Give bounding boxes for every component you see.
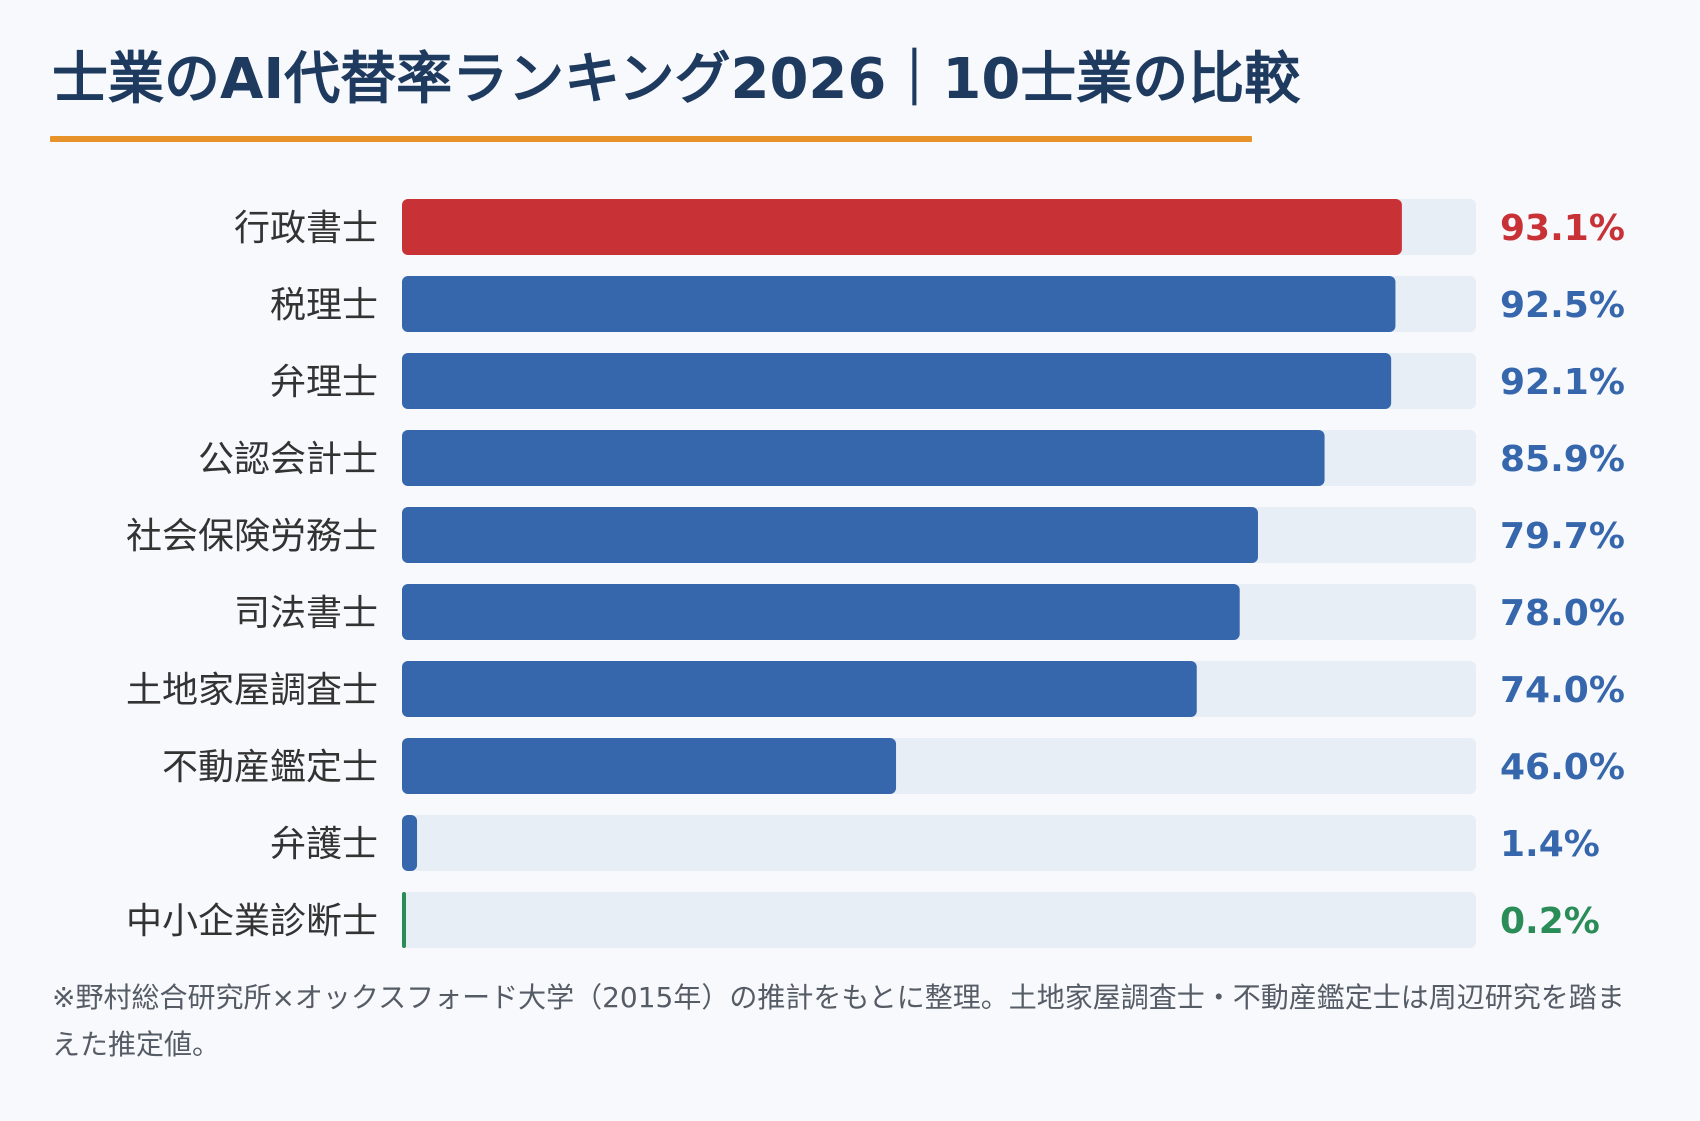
footnote: ※野村総合研究所×オックスフォード大学（2015年）の推計をもとに整理。土地家屋…	[52, 981, 1625, 1061]
bar-row: 弁護士 1.4%	[270, 815, 1600, 871]
value-label: 93.1%	[1500, 208, 1625, 249]
bar-row: 中小企業診断士 0.2%	[126, 892, 1600, 948]
value-label: 74.0%	[1500, 670, 1625, 711]
title-underline	[50, 136, 1252, 142]
category-label: 中小企業診断士	[126, 901, 378, 942]
bar-track	[402, 815, 1476, 871]
bar	[402, 353, 1392, 409]
bar-chart: 行政書士 93.1% 税理士 92.5% 弁理士 92.1% 公認会計士 85.9% 社会保険労…	[126, 199, 1625, 948]
bar	[402, 199, 1402, 255]
bar	[402, 430, 1325, 486]
category-label: 税理士	[270, 285, 378, 326]
category-label: 司法書士	[234, 593, 378, 634]
category-label: 弁護士	[270, 824, 378, 865]
bar-row: 司法書士 78.0%	[234, 584, 1625, 640]
bar	[402, 661, 1197, 717]
bar	[402, 584, 1240, 640]
bar	[402, 507, 1258, 563]
bar-track	[402, 892, 1476, 948]
category-label: 土地家屋調査士	[126, 670, 378, 711]
bar-row: 弁理士 92.1%	[270, 353, 1625, 409]
category-label: 弁理士	[270, 362, 378, 403]
bar	[402, 892, 406, 948]
category-label: 行政書士	[234, 208, 378, 249]
value-label: 92.5%	[1500, 285, 1625, 326]
value-label: 92.1%	[1500, 362, 1625, 403]
bar	[402, 738, 897, 794]
bar-row: 行政書士 93.1%	[234, 199, 1625, 255]
value-label: 0.2%	[1500, 901, 1600, 942]
bar-row: 不動産鑑定士 46.0%	[162, 738, 1625, 794]
bar-row: 公認会計士 85.9%	[198, 430, 1625, 486]
category-label: 公認会計士	[198, 439, 378, 480]
category-label: 社会保険労務士	[126, 516, 378, 557]
value-label: 79.7%	[1500, 516, 1625, 557]
bar	[402, 815, 418, 871]
value-label: 78.0%	[1500, 593, 1625, 634]
bar-row: 社会保険労務士 79.7%	[126, 507, 1625, 563]
bar-row: 土地家屋調査士 74.0%	[126, 661, 1625, 717]
value-label: 46.0%	[1500, 747, 1625, 788]
chart-title: 士業のAI代替率ランキング2026｜10士業の比較	[52, 47, 1301, 112]
value-label: 85.9%	[1500, 439, 1625, 480]
value-label: 1.4%	[1500, 824, 1600, 865]
category-label: 不動産鑑定士	[162, 747, 378, 788]
bar-row: 税理士 92.5%	[270, 276, 1625, 332]
bar	[402, 276, 1396, 332]
